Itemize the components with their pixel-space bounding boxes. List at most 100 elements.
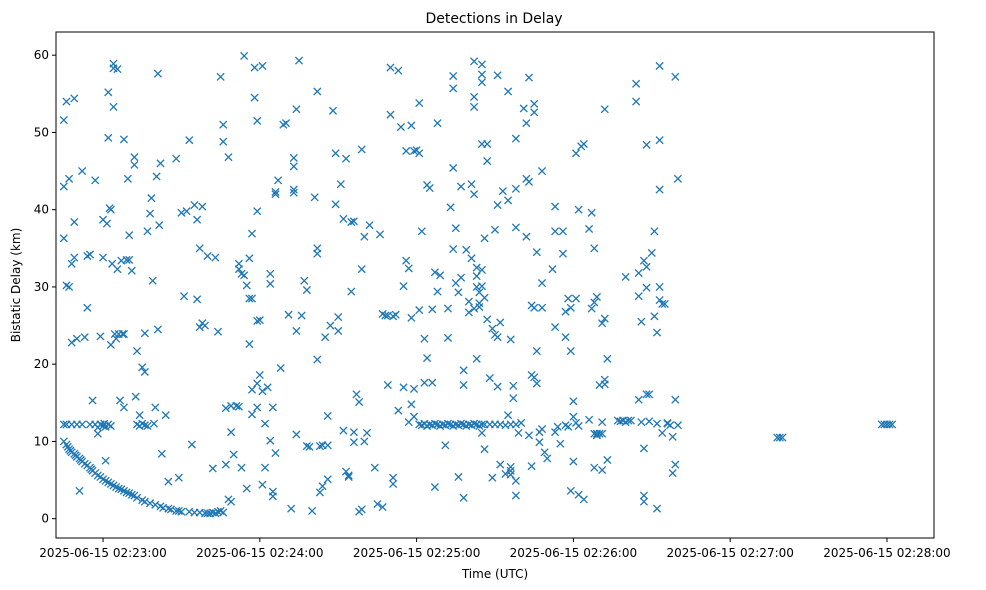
detection-point-scattered-120 — [247, 385, 257, 394]
detection-point-scattered-118 — [247, 229, 257, 238]
detection-point-scattered-80 — [185, 136, 194, 145]
detection-point-scattered-97 — [221, 460, 230, 469]
detection-point-scattered-311 — [496, 460, 505, 469]
detection-point-scattered-191 — [344, 472, 353, 482]
detection-point-scattered-108 — [234, 402, 243, 411]
detection-point-curve-37 — [151, 500, 160, 509]
detection-point-scattered-212 — [381, 311, 390, 320]
detection-point-scattered-114 — [242, 281, 251, 290]
detection-point-scattered-247 — [428, 378, 437, 387]
detection-point-scattered-422 — [650, 312, 659, 321]
detection-point-scattered-127 — [253, 207, 262, 216]
detection-point-scattered-154 — [289, 185, 298, 194]
detection-point-scattered-299 — [483, 139, 492, 149]
detection-point-scattered-87 — [198, 202, 207, 211]
detection-point-scattered-182 — [331, 200, 340, 209]
detection-point-scattered-136 — [263, 383, 272, 392]
detection-point-scattered-298 — [483, 156, 492, 166]
detection-point-scattered-323 — [511, 476, 520, 485]
detection-point-scattered-215 — [386, 110, 395, 119]
detection-point-scattered-276 — [470, 57, 479, 66]
detection-point-scattered-384 — [585, 224, 594, 234]
detection-point-scattered-416 — [642, 140, 651, 149]
detection-point-scattered-226 — [402, 256, 411, 265]
detection-point-scattered-52 — [130, 153, 139, 162]
detection-point-scattered-70 — [155, 221, 164, 230]
detection-point-scattered-78 — [179, 292, 189, 301]
detection-point-scattered-150 — [284, 310, 293, 319]
detection-point-scattered-142 — [268, 403, 277, 412]
detection-point-scattered-135 — [260, 463, 270, 472]
detection-point-scattered-48 — [123, 174, 132, 183]
detection-point-scattered-266 — [456, 182, 466, 191]
detection-point-scattered-382 — [579, 139, 588, 149]
detection-point-scattered-1 — [59, 182, 68, 191]
detection-point-scattered-110 — [237, 463, 246, 472]
detection-point-scattered-287 — [475, 302, 484, 312]
detection-point-scattered-294 — [477, 282, 486, 291]
detection-point-scattered-89 — [200, 321, 210, 330]
detection-point-scattered-378 — [574, 205, 583, 214]
detection-point-scattered-225 — [399, 383, 408, 392]
detection-point-scattered-262 — [451, 224, 460, 233]
detection-point-scattered-415 — [642, 262, 651, 271]
detection-point-scattered-391 — [592, 292, 601, 302]
detection-point-scattered-104 — [229, 450, 238, 459]
detection-point-scattered-281 — [472, 263, 481, 272]
detection-point-scattered-30 — [106, 205, 115, 214]
detection-point-scattered-24 — [98, 253, 108, 262]
detection-point-scattered-54 — [131, 392, 140, 401]
detection-point-scattered-265 — [454, 288, 463, 297]
detection-point-scattered-183 — [334, 326, 343, 336]
detection-point-scattered-124 — [253, 379, 262, 388]
detection-point-band-66 — [885, 420, 894, 429]
detection-point-scattered-251 — [433, 287, 442, 296]
detection-point-scattered-372 — [569, 397, 578, 406]
detection-point-scattered-375 — [571, 149, 581, 158]
detection-point-scattered-356 — [551, 202, 560, 211]
detection-point-scattered-205 — [362, 428, 372, 437]
detection-point-scattered-357 — [551, 227, 560, 236]
detection-point-scattered-332 — [522, 232, 531, 241]
detection-point-scattered-344 — [532, 248, 541, 257]
detection-point-scattered-2 — [59, 234, 68, 243]
detection-point-scattered-329 — [517, 418, 526, 427]
detection-point-scattered-360 — [553, 422, 562, 431]
detection-point-scattered-69 — [153, 69, 162, 78]
detection-point-scattered-221 — [394, 66, 403, 75]
detection-point-scattered-164 — [305, 442, 314, 451]
detection-point-scattered-189 — [341, 467, 351, 476]
detection-point-scattered-320 — [506, 335, 515, 344]
detection-point-scattered-411 — [639, 256, 649, 265]
detection-point-scattered-302 — [488, 324, 497, 333]
x-tick-label-5: 2025-06-15 02:28:00 — [823, 546, 950, 560]
detection-point-scattered-293 — [477, 428, 486, 437]
detection-point-scattered-81 — [187, 440, 196, 449]
detection-point-scattered-208 — [373, 499, 382, 509]
detection-point-scattered-361 — [556, 439, 565, 448]
detection-point-scattered-119 — [247, 410, 257, 419]
detection-point-scattered-130 — [255, 316, 264, 325]
detection-point-scattered-94 — [216, 72, 225, 81]
detection-point-scattered-137 — [266, 436, 275, 445]
detection-point-scattered-133 — [258, 61, 267, 71]
detection-point-curve-55 — [219, 508, 228, 517]
detection-point-scattered-340 — [530, 99, 539, 108]
detection-point-scattered-349 — [537, 166, 547, 176]
detection-point-scattered-414 — [639, 497, 649, 506]
detection-point-scattered-139 — [266, 269, 275, 278]
detection-point-scattered-92 — [211, 253, 220, 262]
detection-point-band-62 — [778, 433, 787, 442]
detection-point-scattered-272 — [464, 297, 473, 306]
detection-point-curve-44 — [177, 507, 186, 516]
detection-point-scattered-255 — [443, 304, 453, 313]
detection-point-scattered-158 — [292, 430, 301, 439]
detection-point-scattered-111 — [240, 51, 249, 61]
detection-point-scattered-43 — [118, 329, 127, 339]
detection-point-scattered-434 — [660, 299, 669, 308]
y-tick-label-1: 10 — [34, 434, 49, 448]
detection-point-scattered-346 — [532, 379, 541, 388]
detection-point-scattered-175 — [321, 333, 330, 342]
detection-point-scattered-35 — [109, 102, 118, 111]
detection-point-scattered-252 — [433, 119, 442, 128]
